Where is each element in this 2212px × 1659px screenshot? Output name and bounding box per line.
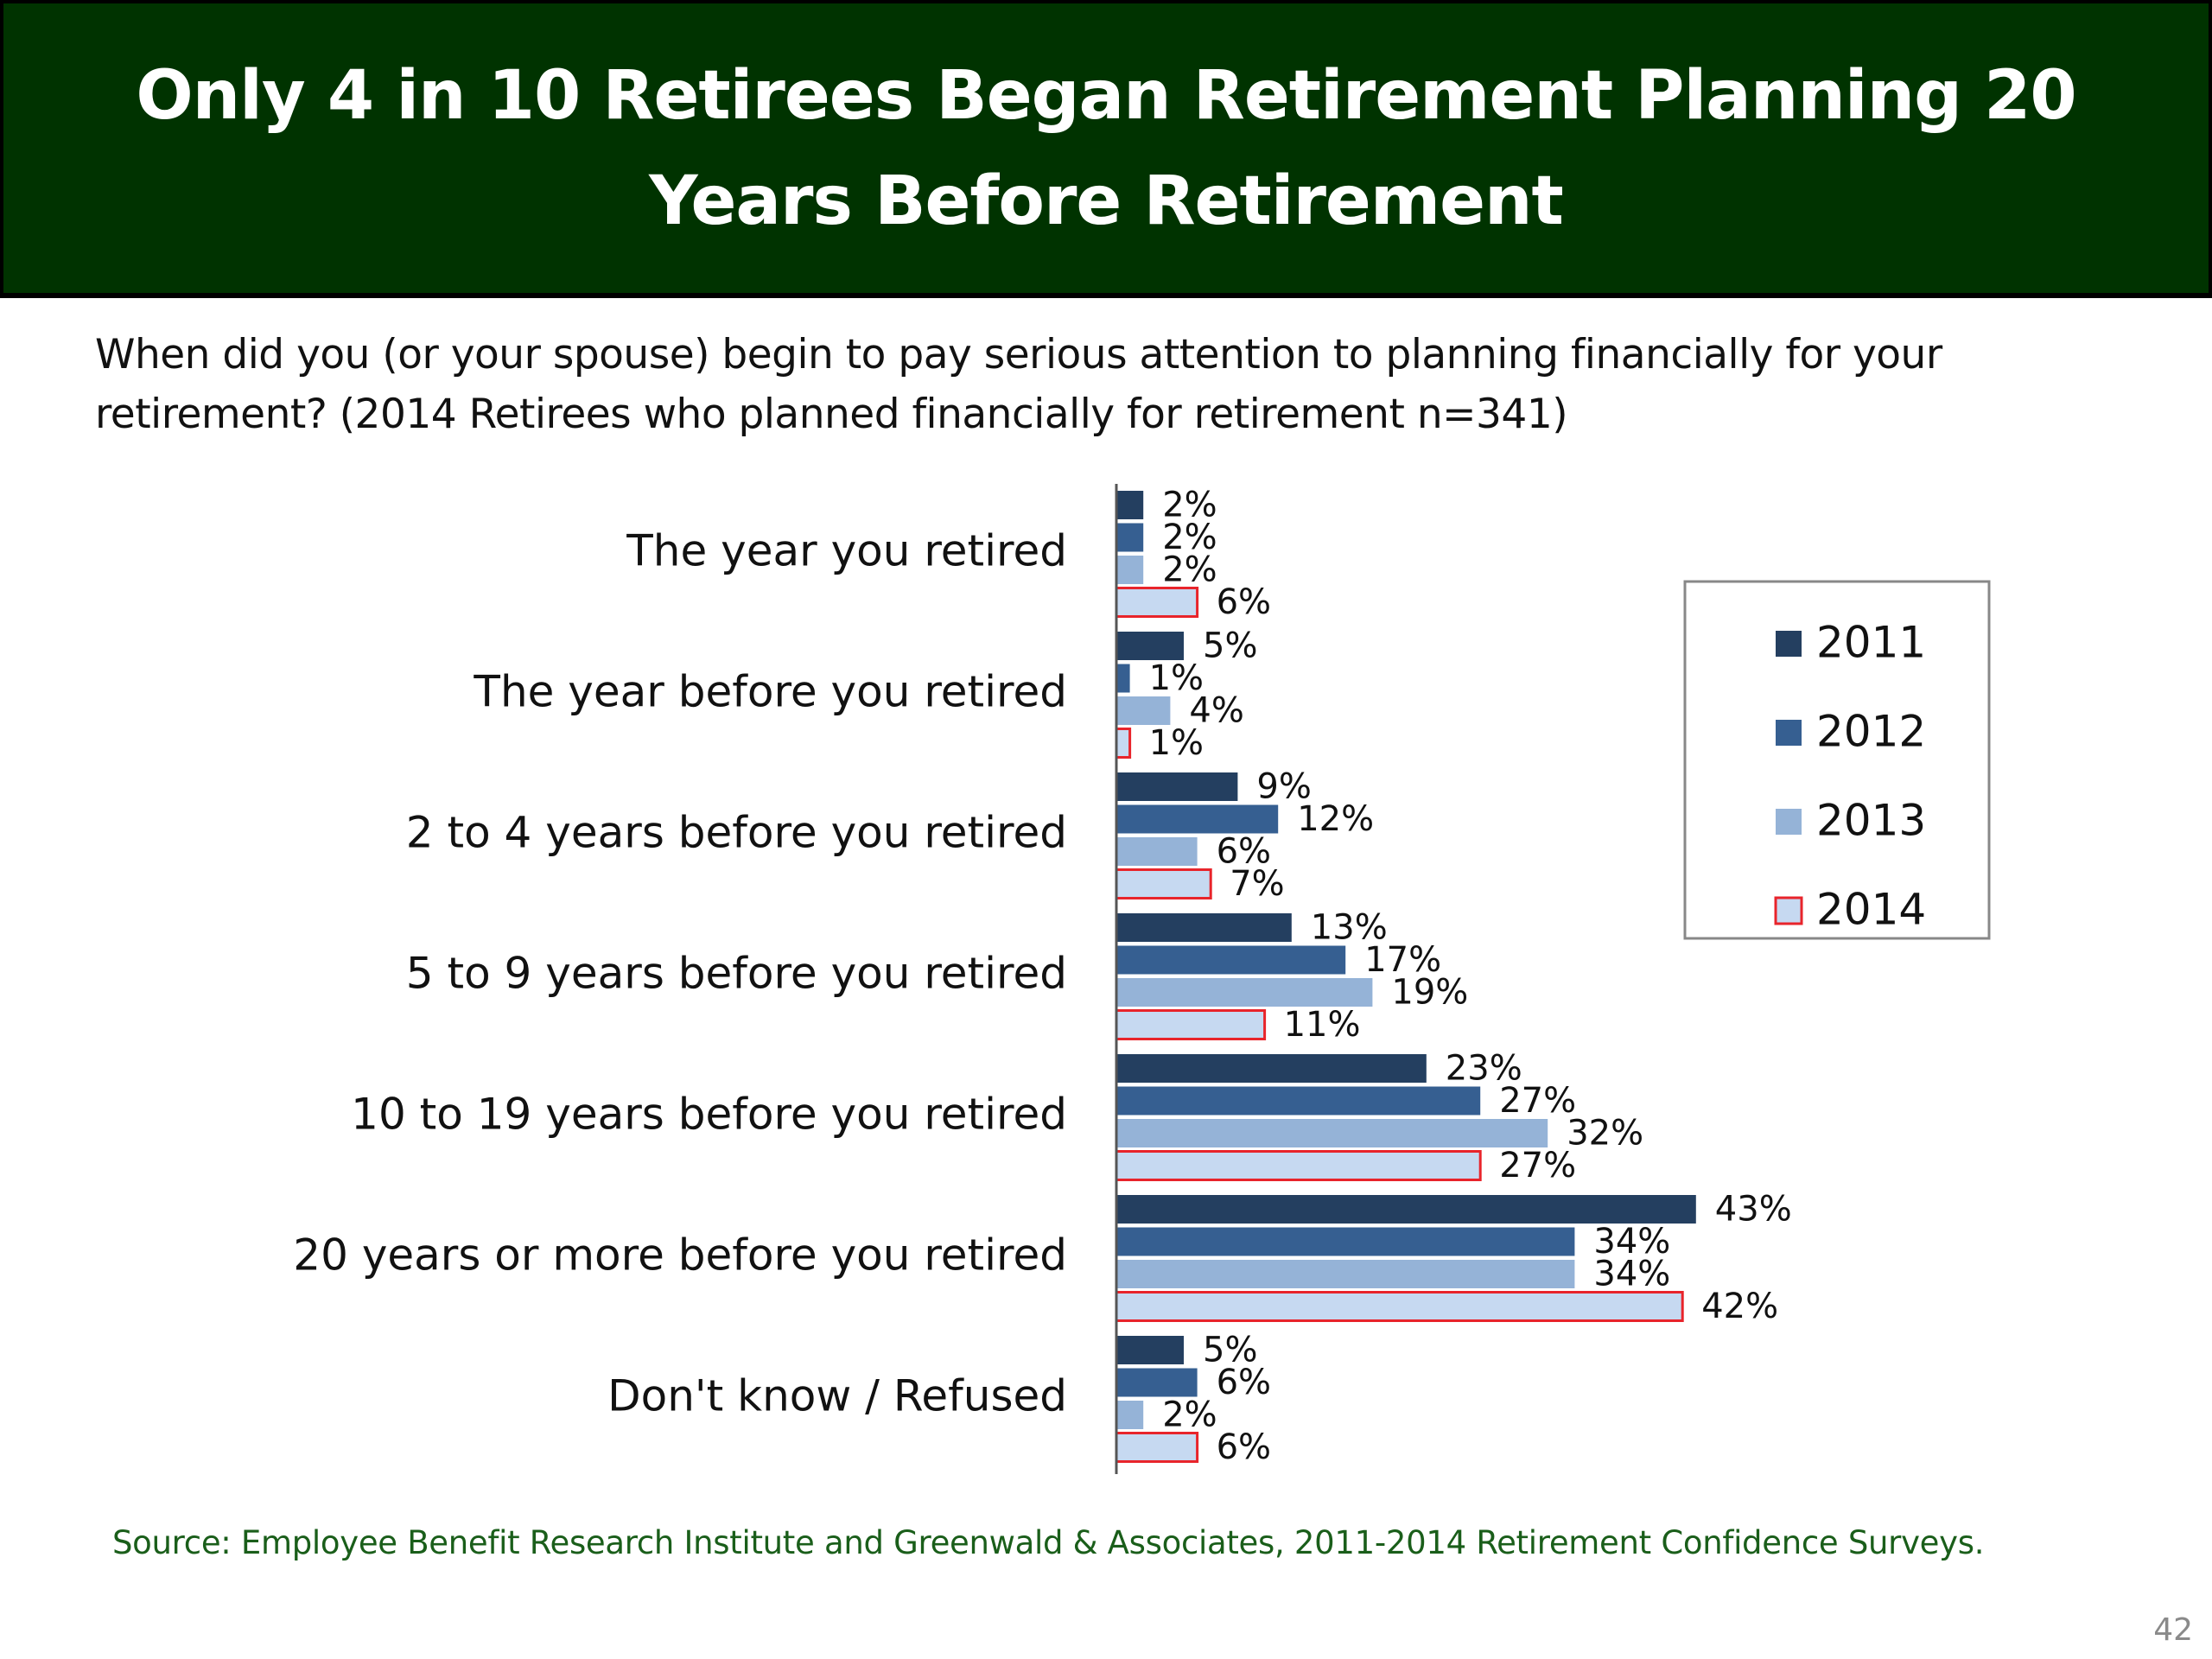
data-label: 27% [1499, 1146, 1576, 1185]
category-label: Don't know / Refused [607, 1371, 1067, 1421]
bar-2011 [1116, 1054, 1427, 1083]
legend-label-2013: 2013 [1816, 796, 1926, 846]
legend-swatch-2014 [1774, 896, 1803, 925]
legend-swatch-2011 [1776, 631, 1802, 657]
data-label: 2% [1162, 486, 1217, 525]
bar-2014 [1115, 587, 1199, 618]
page-number: 42 [2153, 1612, 2193, 1648]
data-label: 27% [1499, 1081, 1576, 1121]
bar-2011 [1116, 913, 1292, 942]
data-label: 4% [1189, 691, 1243, 731]
data-label: 6% [1217, 1363, 1271, 1402]
data-label: 2% [1162, 518, 1217, 557]
bar-2011 [1116, 1195, 1696, 1224]
data-label: 34% [1593, 1222, 1670, 1262]
legend-label-2011: 2011 [1816, 618, 1926, 668]
legend-label-2012: 2012 [1816, 707, 1926, 757]
bar-2012 [1116, 1368, 1198, 1397]
bar-2012 [1116, 1227, 1575, 1256]
bar-2013 [1116, 1401, 1144, 1429]
category-label: 5 to 9 years before you retired [406, 949, 1067, 999]
category-label: 10 to 19 years before you retired [351, 1090, 1067, 1140]
bar-2011 [1116, 491, 1144, 519]
data-label: 2% [1162, 1395, 1217, 1435]
data-label: 5% [1203, 626, 1257, 666]
bar-2013 [1116, 837, 1198, 866]
bar-2011 [1116, 632, 1184, 660]
bar-2014 [1115, 1009, 1267, 1040]
data-label: 43% [1715, 1190, 1792, 1230]
data-label: 1% [1149, 723, 1204, 763]
bar-2012 [1116, 945, 1346, 975]
bar-2014 [1115, 868, 1212, 899]
category-label: 20 years or more before you retired [293, 1230, 1067, 1281]
data-label: 13% [1311, 908, 1388, 948]
survey-question: When did you (or your spouse) begin to p… [95, 331, 1942, 438]
bar-2012 [1116, 1086, 1481, 1116]
category-label: The year you retired [626, 526, 1067, 576]
bar-2014 [1115, 1291, 1684, 1322]
title-banner: Only 4 in 10 Retirees Began Retirement P… [0, 0, 2212, 298]
legend-swatch-2012 [1776, 720, 1802, 746]
category-label: The year before you retired [473, 667, 1067, 717]
bar-2012 [1116, 523, 1144, 552]
source-note: Source: Employee Benefit Research Instit… [112, 1524, 1985, 1561]
bar-2012 [1116, 664, 1130, 693]
data-label: 32% [1567, 1114, 1643, 1154]
data-label: 6% [1217, 832, 1271, 872]
bar-2011 [1116, 1336, 1184, 1364]
bar-2014 [1115, 1150, 1482, 1181]
data-label: 6% [1217, 1427, 1271, 1467]
bar-2011 [1116, 772, 1238, 801]
data-label: 5% [1203, 1331, 1257, 1370]
bar-2013 [1116, 1260, 1575, 1288]
legend-box [1683, 580, 1991, 940]
data-label: 1% [1149, 658, 1204, 698]
data-label: 12% [1297, 799, 1374, 839]
data-label: 23% [1446, 1049, 1522, 1089]
data-label: 11% [1284, 1005, 1361, 1045]
bar-2014 [1115, 728, 1132, 759]
data-label: 2% [1162, 550, 1217, 590]
data-label: 6% [1217, 582, 1271, 622]
data-label: 42% [1701, 1287, 1778, 1326]
bar-2013 [1116, 978, 1373, 1007]
bar-2012 [1116, 804, 1279, 834]
bar-2013 [1116, 556, 1144, 584]
legend-swatch-2013 [1776, 809, 1802, 835]
bar-2013 [1116, 1119, 1548, 1147]
bar-2013 [1116, 696, 1171, 725]
data-label: 7% [1230, 864, 1284, 904]
data-label: 17% [1364, 940, 1441, 980]
legend-label-2014: 2014 [1816, 885, 1926, 935]
data-label: 19% [1391, 973, 1468, 1013]
category-label: 2 to 4 years before you retired [406, 808, 1067, 858]
bar-2014 [1115, 1432, 1199, 1463]
data-label: 34% [1593, 1255, 1670, 1294]
slide-title: Only 4 in 10 Retirees Began Retirement P… [136, 56, 2076, 240]
data-label: 9% [1256, 767, 1311, 807]
